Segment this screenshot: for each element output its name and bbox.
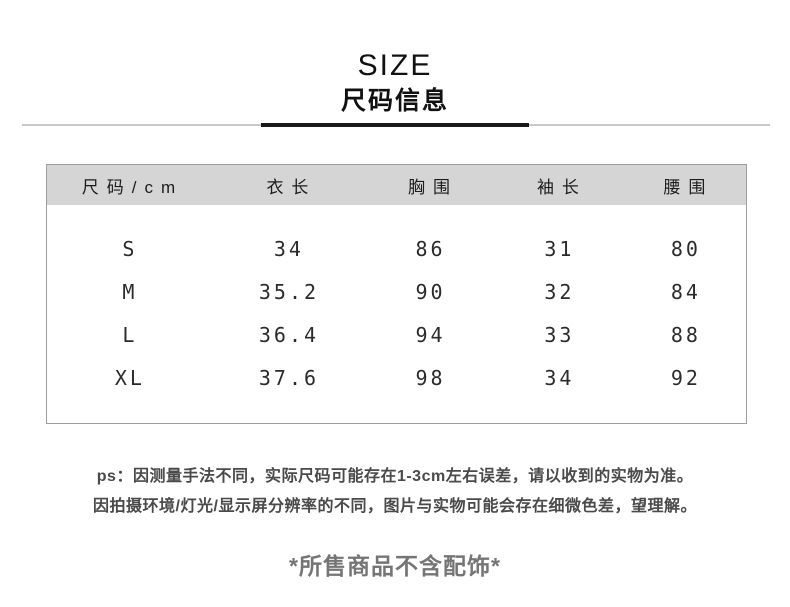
value-cell: 34 bbox=[273, 236, 304, 261]
title-zh: 尺码信息 bbox=[340, 87, 449, 115]
header-cell-0: 尺码/cm bbox=[81, 177, 184, 197]
value-cell: 88 bbox=[670, 322, 701, 347]
size-table: 尺码/cm 衣长 胸围 袖长 腰围 S 34 86 31 80 M 35.2 90 32 84 L 36.4 9… bbox=[46, 164, 747, 424]
value-cell: 94 bbox=[415, 322, 446, 347]
size-cell: S bbox=[122, 236, 138, 261]
disclaimer-notes: ps：因测量手法不同，实际尺码可能存在1-3cm左右误差，请以收到的实物为准。 … bbox=[0, 462, 790, 522]
title-en: SIZE bbox=[357, 49, 433, 82]
header-cell-3: 袖长 bbox=[536, 177, 587, 197]
value-cell: 33 bbox=[544, 322, 575, 347]
value-cell: 32 bbox=[544, 279, 575, 304]
value-cell: 35.2 bbox=[258, 279, 320, 304]
value-cell: 31 bbox=[544, 236, 575, 261]
table-row: L 36.4 94 33 88 bbox=[47, 313, 746, 356]
note-measurement: ps：因测量手法不同，实际尺码可能存在1-3cm左右误差，请以收到的实物为准。 bbox=[96, 468, 694, 485]
value-cell: 90 bbox=[415, 279, 446, 304]
table-row: M 35.2 90 32 84 bbox=[47, 270, 746, 313]
size-cell: XL bbox=[114, 365, 145, 390]
value-cell: 36.4 bbox=[258, 322, 320, 347]
header-cell-4: 腰围 bbox=[663, 177, 714, 197]
note-color-difference: 因拍摄环境/灯光/显示屏分辨率的不同，图片与实物可能会存在细微色差，望理解。 bbox=[93, 498, 697, 515]
size-cell: M bbox=[122, 279, 138, 304]
footer-note: *所售商品不含配饰* bbox=[289, 553, 501, 579]
size-table-header-row: 尺码/cm 衣长 胸围 袖长 腰围 bbox=[47, 165, 746, 205]
value-cell: 98 bbox=[415, 365, 446, 390]
size-cell: L bbox=[122, 322, 138, 347]
value-cell: 92 bbox=[670, 365, 701, 390]
value-cell: 80 bbox=[670, 236, 701, 261]
header-cell-1: 衣长 bbox=[266, 177, 317, 197]
header-cell-2: 胸围 bbox=[407, 177, 458, 197]
table-row: S 34 86 31 80 bbox=[47, 227, 746, 270]
value-cell: 84 bbox=[670, 279, 701, 304]
divider-accent-bar bbox=[261, 123, 529, 127]
size-table-body: S 34 86 31 80 M 35.2 90 32 84 L 36.4 94 33 88 XL 37.6 98 3… bbox=[47, 205, 746, 423]
table-row: XL 37.6 98 34 92 bbox=[47, 356, 746, 399]
value-cell: 34 bbox=[544, 365, 575, 390]
title-divider bbox=[0, 123, 790, 127]
value-cell: 37.6 bbox=[258, 365, 320, 390]
value-cell: 86 bbox=[415, 236, 446, 261]
